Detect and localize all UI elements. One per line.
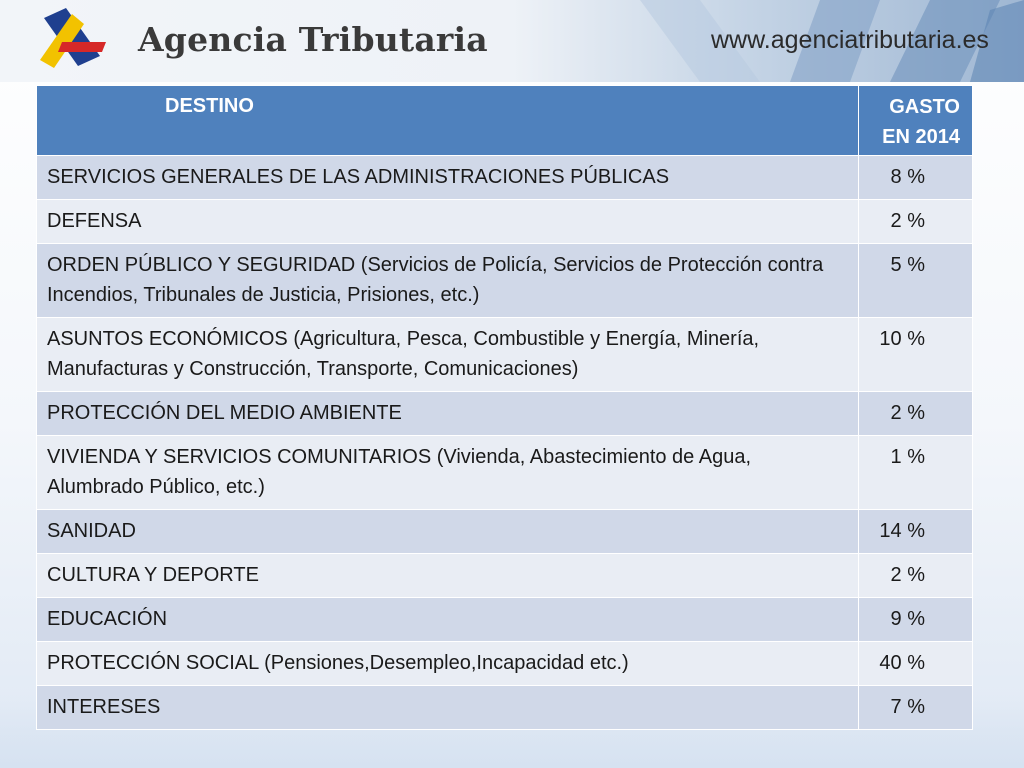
- gasto-cell: 2 %: [858, 391, 973, 436]
- table-row: DEFENSA 2 %: [36, 199, 973, 244]
- gasto-cell: 10 %: [858, 317, 973, 392]
- destino-cell: ASUNTOS ECONÓMICOS (Agricultura, Pesca, …: [36, 317, 859, 392]
- brand-name: Agencia Tributaria: [138, 20, 488, 59]
- gasto-cell: 1 %: [858, 435, 973, 510]
- table-row: PROTECCIÓN SOCIAL (Pensiones,Desempleo,I…: [36, 641, 973, 686]
- destino-cell: SERVICIOS GENERALES DE LAS ADMINISTRACIO…: [36, 155, 859, 200]
- destino-cell: VIVIENDA Y SERVICIOS COMUNITARIOS (Vivie…: [36, 435, 859, 510]
- table-row: EDUCACIÓN 9 %: [36, 597, 973, 642]
- gasto-cell: 5 %: [858, 243, 973, 318]
- header-destino: DESTINO: [36, 85, 859, 156]
- header-gasto-line1: GASTO: [889, 96, 960, 118]
- table-row: CULTURA Y DEPORTE 2 %: [36, 553, 973, 598]
- gasto-cell: 8 %: [858, 155, 973, 200]
- destino-cell: ORDEN PÚBLICO Y SEGURIDAD (Servicios de …: [36, 243, 859, 318]
- spending-table: DESTINO GASTO EN 2014 SERVICIOS GENERALES…: [36, 85, 973, 730]
- gasto-cell: 9 %: [858, 597, 973, 642]
- agencia-tributaria-logo: [40, 8, 106, 68]
- table-row: SANIDAD 14 %: [36, 509, 973, 554]
- table-row: ASUNTOS ECONÓMICOS (Agricultura, Pesca, …: [36, 317, 973, 392]
- gasto-cell: 14 %: [858, 509, 973, 554]
- table-row: SERVICIOS GENERALES DE LAS ADMINISTRACIO…: [36, 155, 973, 200]
- header-banner: Agencia Tributaria www.agenciatributaria…: [0, 0, 1024, 82]
- destino-cell: PROTECCIÓN DEL MEDIO AMBIENTE: [36, 391, 859, 436]
- destino-cell: SANIDAD: [36, 509, 859, 554]
- website-url: www.agenciatributaria.es: [711, 26, 989, 54]
- table-header-row: DESTINO GASTO EN 2014: [36, 85, 973, 156]
- destino-cell: INTERESES: [36, 685, 859, 730]
- table-row: INTERESES 7 %: [36, 685, 973, 730]
- destino-cell: CULTURA Y DEPORTE: [36, 553, 859, 598]
- destino-cell: PROTECCIÓN SOCIAL (Pensiones,Desempleo,I…: [36, 641, 859, 686]
- table-row: VIVIENDA Y SERVICIOS COMUNITARIOS (Vivie…: [36, 435, 973, 510]
- table-row: PROTECCIÓN DEL MEDIO AMBIENTE 2 %: [36, 391, 973, 436]
- gasto-cell: 2 %: [858, 199, 973, 244]
- destino-cell: EDUCACIÓN: [36, 597, 859, 642]
- gasto-cell: 2 %: [858, 553, 973, 598]
- header-gasto-line2: EN 2014: [882, 126, 960, 148]
- destino-cell: DEFENSA: [36, 199, 859, 244]
- header-gasto: GASTO EN 2014: [858, 85, 973, 156]
- gasto-cell: 7 %: [858, 685, 973, 730]
- table-row: ORDEN PÚBLICO Y SEGURIDAD (Servicios de …: [36, 243, 973, 318]
- gasto-cell: 40 %: [858, 641, 973, 686]
- header-decoration: [640, 0, 1024, 82]
